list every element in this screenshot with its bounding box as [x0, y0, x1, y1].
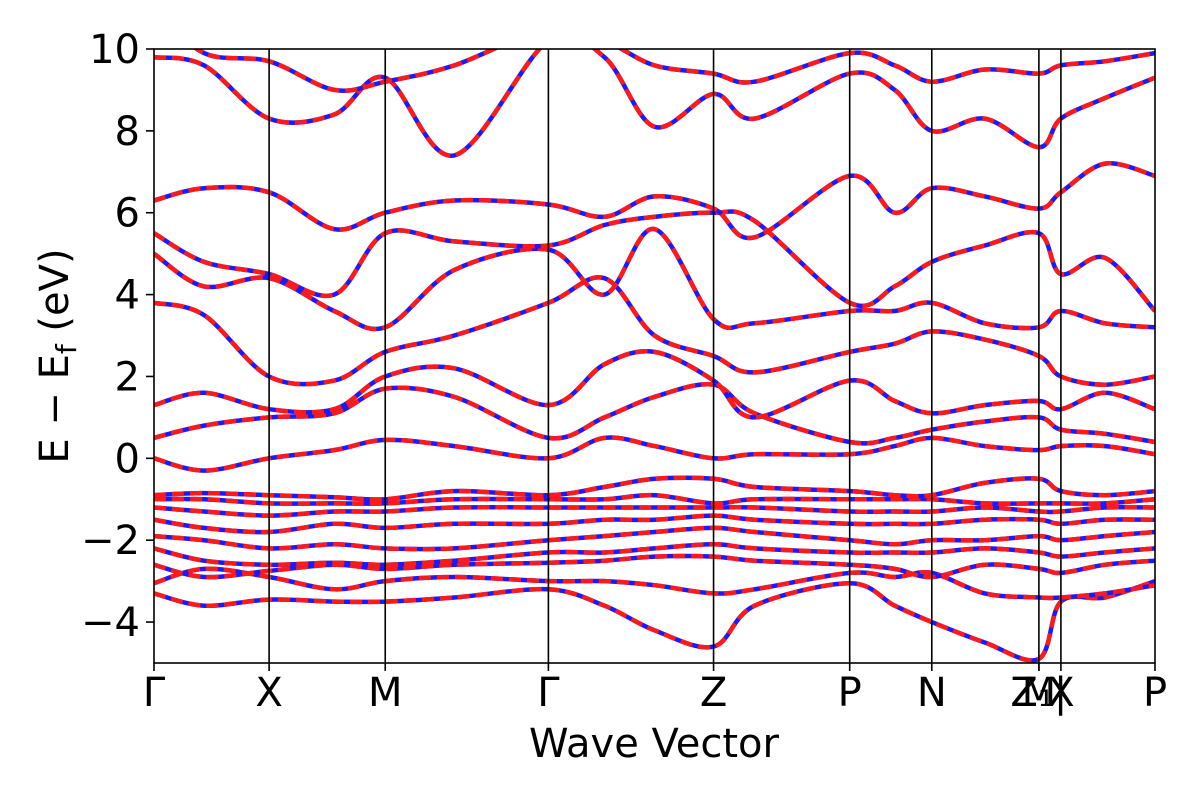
y-axis-label: E − Ef (eV)	[32, 248, 83, 463]
x-tick-label-2: M	[368, 670, 403, 716]
x-tick-label-1: X	[255, 670, 282, 716]
bands-layer	[154, 49, 1155, 663]
x-tick-label-0: Γ	[143, 670, 166, 716]
y-tick-label-1: −2	[81, 518, 140, 564]
plot-frame	[153, 48, 1156, 664]
y-tick-label-0: −4	[81, 600, 140, 646]
band-line-red-5	[154, 513, 1155, 535]
y-axis-label-unit: (eV)	[32, 248, 78, 344]
x-axis-ticks: Γ X M Γ Z P N Z₁|X PM	[143, 663, 1167, 716]
x-tick-label-7: Z₁|	[1010, 670, 1067, 716]
band-line-red-10	[154, 381, 1155, 446]
band-line-red-3	[154, 542, 1155, 568]
x-tick-label-4: Z	[700, 670, 727, 716]
y-tick-label-7: 10	[89, 27, 140, 73]
y-tick-label-2: 0	[115, 436, 140, 482]
band-line-red-7	[154, 492, 1155, 506]
y-tick-label-6: 8	[115, 109, 140, 155]
y-tick-label-3: 2	[115, 354, 140, 400]
band-line-red-6	[154, 504, 1155, 518]
band-line-red-4	[154, 525, 1155, 552]
band-line-red-13	[154, 226, 1155, 332]
y-tick-label-4: 4	[115, 273, 140, 319]
band-line-red-16	[154, 49, 1155, 158]
y-axis-ticks: −4 −2 0 2 4 6 8 10	[81, 27, 154, 646]
x-tick-label-3: Γ	[537, 670, 560, 716]
x-tick-label-9: P	[1143, 670, 1167, 716]
high-symmetry-lines	[268, 49, 1062, 663]
band-line-red-1	[154, 566, 1155, 601]
band-line-red-9	[154, 435, 1155, 473]
y-axis-label-subscript: f	[50, 343, 83, 354]
x-tick-label-5: P	[838, 670, 862, 716]
x-tick-label-8: X	[1047, 670, 1074, 716]
x-tick-label-overlap: M	[1022, 670, 1057, 716]
y-tick-label-5: 6	[115, 191, 140, 237]
x-axis-label: Wave Vector	[529, 721, 780, 767]
band-line-red-8	[154, 475, 1155, 502]
y-axis-label-main: E − E	[32, 354, 78, 464]
band-line-red-11	[154, 349, 1155, 420]
band-line-red-12	[154, 275, 1155, 387]
x-tick-label-6: N	[917, 670, 947, 716]
band-line-red-17	[193, 49, 1155, 93]
